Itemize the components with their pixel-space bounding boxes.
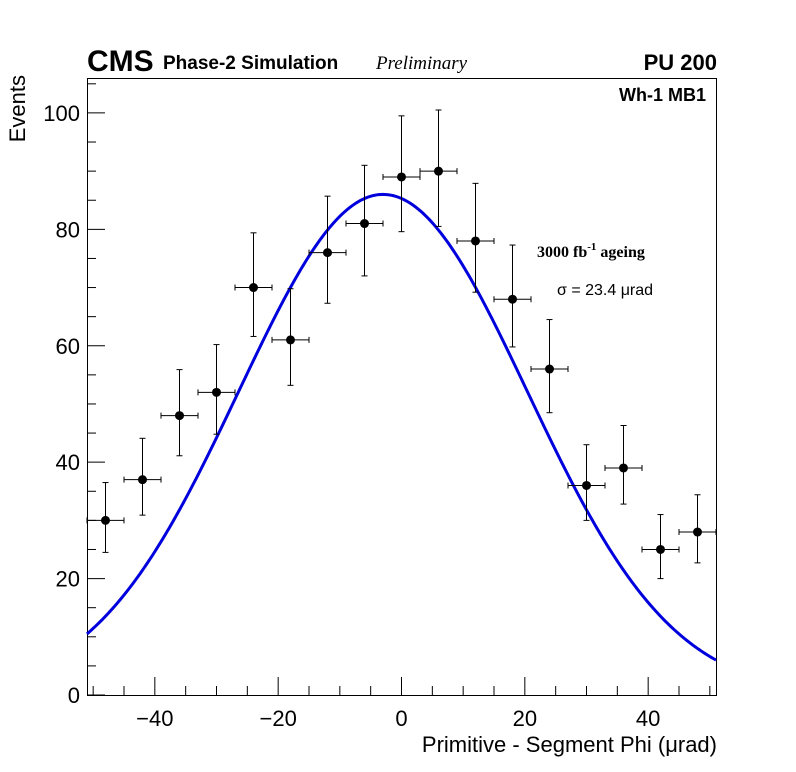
data-point	[271, 288, 310, 386]
data-point	[456, 182, 495, 293]
data-marker	[138, 475, 147, 485]
y-tick-label: 80	[56, 217, 80, 242]
data-marker	[434, 166, 443, 176]
data-marker	[175, 411, 184, 421]
data-marker	[212, 387, 221, 397]
data-marker	[323, 248, 332, 258]
subtitle-label: Phase-2 Simulation	[163, 53, 338, 74]
data-point	[197, 344, 236, 435]
ageing-prefix: 3000 fb	[537, 244, 587, 261]
data-point	[641, 514, 680, 580]
data-point	[604, 424, 643, 505]
data-point	[308, 195, 347, 304]
y-tick-label: 40	[56, 450, 80, 475]
x-tick-label: 0	[395, 706, 407, 731]
y-axis-title: Events	[5, 75, 30, 142]
data-marker	[249, 283, 258, 293]
data-points	[86, 109, 717, 580]
data-marker	[656, 544, 665, 554]
data-marker	[508, 294, 517, 304]
data-marker	[545, 364, 554, 374]
data-marker	[619, 463, 628, 473]
data-marker	[360, 219, 369, 229]
plot-frame	[87, 78, 717, 696]
data-point	[345, 164, 384, 277]
data-marker	[582, 480, 591, 490]
data-marker	[471, 236, 480, 246]
ageing-suffix: ageing	[596, 244, 644, 261]
ageing-label: 3000 fb-1 ageing	[537, 241, 645, 261]
status-label: Preliminary	[375, 53, 468, 74]
experiment-label: CMS	[87, 45, 154, 78]
data-marker	[693, 527, 702, 537]
axis-ticks	[87, 83, 711, 696]
y-tick-label: 100	[43, 101, 80, 126]
sigma-label: σ = 23.4 μrad	[557, 282, 653, 299]
pileup-label: PU 200	[644, 50, 717, 75]
data-point	[123, 437, 162, 516]
data-point	[234, 232, 273, 337]
data-point	[382, 115, 421, 233]
data-point	[678, 494, 717, 564]
data-point	[419, 109, 458, 227]
x-tick-label: 40	[636, 706, 660, 731]
x-tick-label: −40	[136, 706, 173, 731]
fit-curve	[86, 192, 717, 662]
data-point	[86, 482, 125, 553]
data-marker	[286, 335, 295, 345]
y-tick-label: 20	[56, 567, 80, 592]
data-point	[160, 369, 199, 457]
y-tick-label: 60	[56, 334, 80, 359]
y-tick-label: 0	[68, 683, 80, 708]
station-label: Wh-1 MB1	[619, 85, 706, 105]
x-tick-label: −20	[260, 706, 297, 731]
data-marker	[397, 172, 406, 182]
data-point	[493, 244, 532, 348]
data-point	[530, 319, 569, 414]
axis-tick-labels: −40 −20 0 20 40 0 20 40 60 80 100	[43, 101, 660, 731]
ageing-exponent: -1	[587, 241, 596, 253]
x-tick-label: 20	[513, 706, 537, 731]
data-point	[567, 444, 606, 521]
data-marker	[101, 515, 110, 525]
x-axis-title: Primitive - Segment Phi (μrad)	[422, 732, 717, 757]
